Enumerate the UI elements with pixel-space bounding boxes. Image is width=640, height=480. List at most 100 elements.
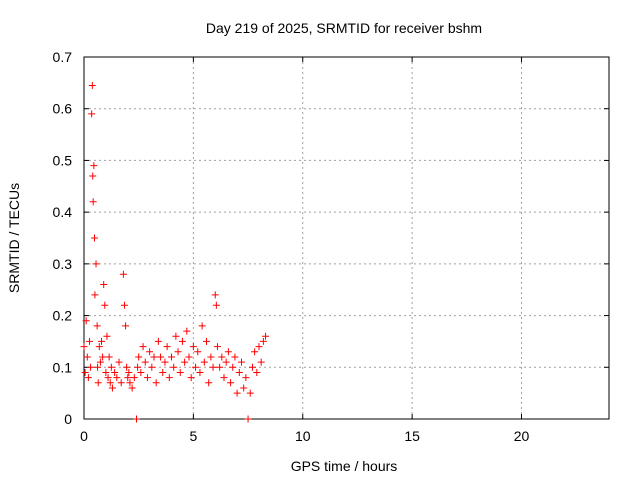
data-point <box>93 322 101 330</box>
data-point <box>117 379 125 387</box>
data-point <box>231 353 239 361</box>
data-point <box>130 374 138 382</box>
y-tick-label: 0.3 <box>53 256 73 272</box>
data-point <box>96 358 104 366</box>
y-tick-label: 0.4 <box>53 204 73 220</box>
data-point <box>83 353 91 361</box>
data-point <box>220 374 228 382</box>
data-point <box>101 301 109 309</box>
data-point <box>87 363 95 371</box>
data-point <box>134 363 142 371</box>
data-point <box>194 348 202 356</box>
data-point <box>185 353 193 361</box>
data-point <box>196 368 204 376</box>
data-point <box>88 110 96 118</box>
data-point <box>80 343 88 351</box>
data-point <box>187 374 195 382</box>
data-point <box>100 281 108 289</box>
x-tick-label: 0 <box>80 428 88 444</box>
data-point <box>81 368 89 376</box>
data-point <box>124 374 132 382</box>
data-point <box>251 348 259 356</box>
data-point <box>122 322 130 330</box>
data-point <box>115 358 123 366</box>
data-point <box>113 374 121 382</box>
data-point <box>229 363 237 371</box>
data-point <box>161 358 169 366</box>
data-point <box>133 415 140 423</box>
data-point <box>253 368 261 376</box>
data-point <box>246 389 254 397</box>
data-point <box>128 384 136 392</box>
data-point <box>91 234 98 242</box>
data-point <box>248 363 256 371</box>
data-point <box>104 374 112 382</box>
data-point <box>98 337 105 345</box>
data-point <box>198 322 206 330</box>
data-point <box>89 172 97 180</box>
y-tick-label: 0.5 <box>53 152 73 168</box>
data-point <box>170 363 178 371</box>
data-point <box>209 363 217 371</box>
x-tick-label: 15 <box>404 428 420 444</box>
data-point <box>176 368 184 376</box>
data-point <box>172 332 180 340</box>
data-point <box>211 291 219 299</box>
data-point <box>259 337 267 345</box>
grid <box>84 57 609 419</box>
data-point <box>181 358 189 366</box>
data-point <box>244 415 252 423</box>
data-point <box>135 353 143 361</box>
data-point <box>92 260 100 268</box>
data-point <box>168 353 175 361</box>
y-tick-label: 0.2 <box>53 308 73 324</box>
data-point <box>94 379 102 387</box>
data-point <box>143 374 151 382</box>
y-axis-label: SRMTID / TECUs <box>6 183 22 293</box>
data-point <box>262 332 270 340</box>
data-point <box>189 343 197 351</box>
data-point <box>216 363 224 371</box>
data-point <box>146 348 154 356</box>
data-point <box>242 374 250 382</box>
data-point <box>106 379 114 387</box>
data-point <box>218 353 226 361</box>
x-tick-label: 5 <box>189 428 197 444</box>
data-point <box>235 368 243 376</box>
data-point <box>148 363 156 371</box>
data-points <box>80 81 270 423</box>
data-point <box>82 317 90 325</box>
y-tick-label: 0.6 <box>53 101 73 117</box>
data-point <box>103 332 111 340</box>
data-point <box>90 162 98 170</box>
data-point <box>126 379 134 387</box>
data-point <box>203 337 210 345</box>
data-point <box>207 353 215 361</box>
data-point <box>163 343 171 351</box>
data-point <box>174 348 182 356</box>
data-point <box>233 389 241 397</box>
data-point <box>91 291 99 299</box>
data-point <box>95 343 103 351</box>
x-axis-label: GPS time / hours <box>291 458 398 474</box>
data-point <box>222 358 230 366</box>
x-tick-label: 20 <box>514 428 530 444</box>
data-point <box>125 368 133 376</box>
data-point <box>152 379 160 387</box>
data-point <box>165 374 173 382</box>
data-point <box>257 358 265 366</box>
data-point <box>84 374 92 382</box>
data-point <box>94 363 102 371</box>
data-point <box>119 270 127 278</box>
data-point <box>120 301 128 309</box>
data-point <box>88 81 96 89</box>
y-tick-label: 0.7 <box>53 49 73 65</box>
data-point <box>105 353 113 361</box>
data-point <box>123 363 131 371</box>
y-tick-label: 0 <box>64 411 72 427</box>
data-point <box>99 353 107 361</box>
data-point <box>137 368 145 376</box>
y-tick-label: 0.1 <box>53 359 73 375</box>
data-point <box>89 198 97 206</box>
